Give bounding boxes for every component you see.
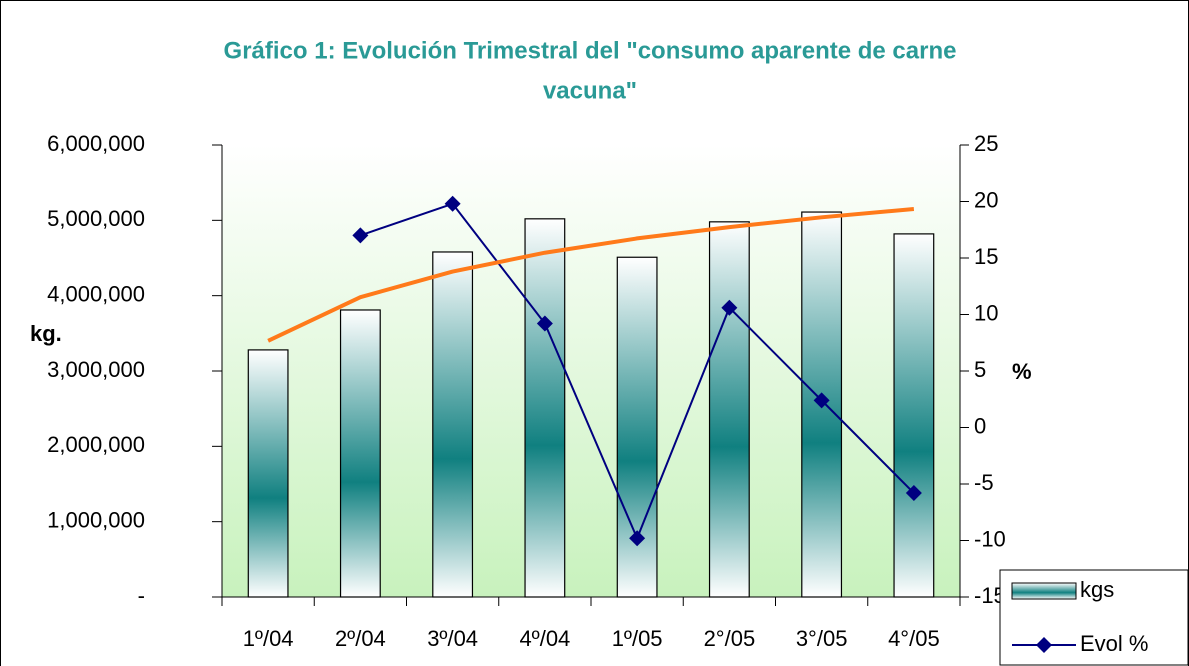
marker	[629, 530, 646, 547]
legend-label: kgs	[1080, 577, 1114, 602]
y2-tick-label: -5	[974, 470, 994, 495]
chart-title: vacuna"	[543, 77, 637, 104]
trendline	[267, 207, 915, 343]
bar	[708, 221, 750, 598]
y2-tick-label: 15	[974, 244, 998, 269]
x-tick-label: 1º/04	[243, 626, 294, 651]
x-tick-label: 1º/05	[612, 626, 663, 651]
marks: - 1,000,000 2,000,000 3,000,000 4,000,000 5,0…	[47, 131, 1006, 651]
legend-swatch	[1011, 582, 1077, 600]
y2-tick-label: 5	[974, 357, 986, 382]
y-tick-label: 6,000,000	[47, 131, 145, 156]
y2-tick-label: 10	[974, 300, 998, 325]
y-tick-label: 5,000,000	[47, 206, 145, 231]
chart-title: Gráfico 1: Evolución Trimestral del "con…	[224, 37, 957, 64]
y2-tick-label: 0	[974, 413, 986, 438]
x-tick-label: 3°/05	[796, 626, 848, 651]
y-tick-label: 4,000,000	[47, 281, 145, 306]
legend-label: Evol %	[1080, 631, 1148, 656]
y2-axis-label: %	[1012, 359, 1032, 384]
bar	[432, 251, 474, 598]
marker	[536, 315, 553, 332]
y-tick-label: 2,000,000	[47, 432, 145, 457]
y-tick-label: 1,000,000	[47, 507, 145, 532]
legend: kgs Evol %	[999, 569, 1189, 666]
plot-area	[222, 145, 960, 597]
legend-swatch	[1036, 637, 1052, 653]
bar	[524, 218, 566, 598]
marker	[352, 227, 369, 244]
x-tick-label: 3º/04	[427, 626, 478, 651]
y2-tick-label: -10	[974, 526, 1006, 551]
marker	[813, 392, 830, 409]
marker	[721, 299, 738, 316]
bar	[247, 349, 289, 598]
bar	[339, 309, 381, 598]
y-tick-label: 3,000,000	[47, 357, 145, 382]
y2-tick-label: 25	[974, 131, 998, 156]
x-tick-label: 4º/04	[519, 626, 570, 651]
bar	[893, 233, 935, 598]
y-axis-label: kg.	[30, 321, 62, 346]
x-tick-label: 2º/04	[335, 626, 386, 651]
x-tick-label: 4°/05	[888, 626, 940, 651]
marker	[905, 485, 922, 502]
marker	[444, 195, 461, 212]
y-tick-label: -	[138, 583, 145, 608]
y2-tick-label: 20	[974, 187, 998, 212]
x-tick-label: 2°/05	[704, 626, 756, 651]
